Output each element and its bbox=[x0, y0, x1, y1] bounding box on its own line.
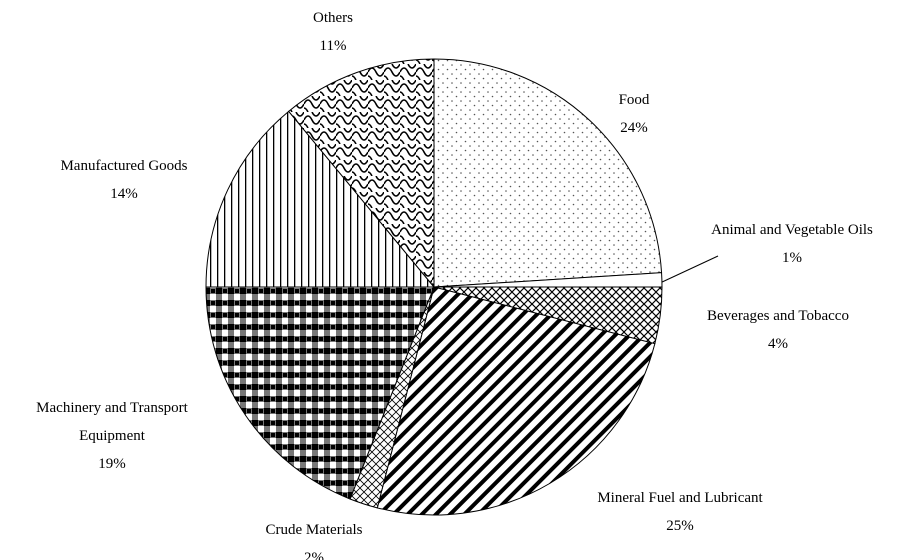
slice-label: Animal and Vegetable Oils 1% bbox=[672, 216, 904, 272]
slice-label: Food 24% bbox=[534, 86, 734, 142]
value-label: 2% bbox=[304, 550, 324, 560]
value-label: 24% bbox=[620, 120, 648, 136]
pie-slice bbox=[205, 110, 436, 288]
slice-label: Others 11% bbox=[233, 4, 433, 60]
pie-slice bbox=[287, 58, 435, 289]
value-label: 1% bbox=[782, 250, 802, 266]
pie-slice bbox=[376, 286, 656, 516]
slice-label: Machinery and Transport Equipment 19% bbox=[7, 394, 217, 478]
slice-label: Manufactured Goods 14% bbox=[24, 152, 224, 208]
category-label: Others bbox=[313, 10, 353, 26]
value-label: 4% bbox=[768, 336, 788, 352]
leader-line bbox=[659, 255, 719, 284]
value-label: 11% bbox=[319, 38, 347, 54]
category-label: Manufactured Goods bbox=[60, 158, 188, 174]
pie-slice bbox=[205, 286, 435, 500]
value-label: 25% bbox=[666, 518, 694, 534]
slice-label: Mineral Fuel and Lubricant 25% bbox=[560, 484, 800, 540]
value-label: 19% bbox=[98, 456, 126, 472]
category-label: Machinery and Transport Equipment bbox=[36, 400, 188, 444]
category-label: Food bbox=[618, 92, 650, 108]
value-label: 14% bbox=[110, 186, 138, 202]
slice-label: Beverages and Tobacco 4% bbox=[678, 302, 878, 358]
category-label: Animal and Vegetable Oils bbox=[711, 222, 873, 238]
pie-slice bbox=[433, 58, 663, 288]
category-label: Crude Materials bbox=[265, 522, 363, 538]
category-label: Beverages and Tobacco bbox=[707, 308, 849, 324]
slice-label: Crude Materials 2% bbox=[214, 516, 414, 560]
category-label: Mineral Fuel and Lubricant bbox=[597, 490, 763, 506]
